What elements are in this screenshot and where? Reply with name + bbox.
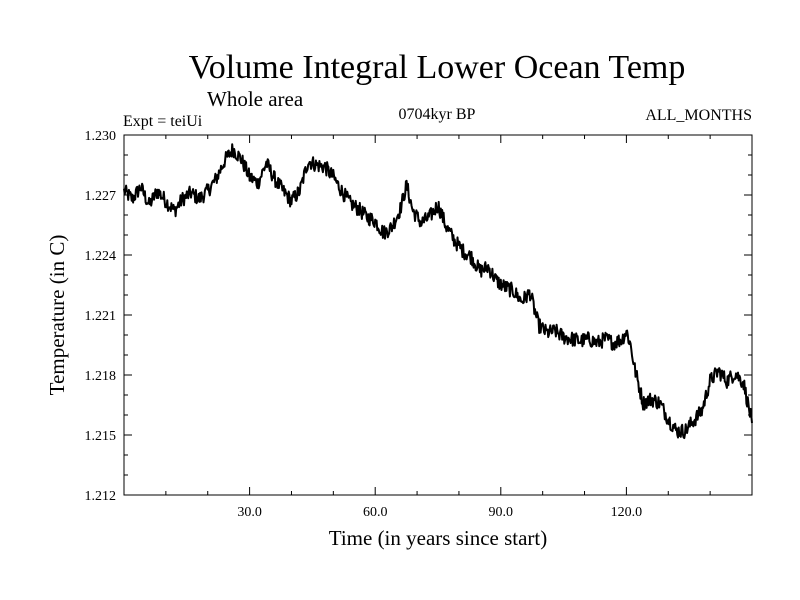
x-tick-label: 60.0 — [363, 505, 388, 520]
period-label: 0704kyr BP — [399, 106, 476, 123]
series-line — [123, 143, 753, 440]
y-tick-label: 1.227 — [85, 189, 117, 204]
chart-title: Volume Integral Lower Ocean Temp — [189, 49, 686, 86]
plot-frame — [123, 134, 753, 496]
x-tick-label: 30.0 — [237, 505, 262, 520]
y-tick-label: 1.221 — [85, 309, 117, 324]
y-tick-label: 1.212 — [85, 489, 117, 504]
y-tick-label: 1.218 — [85, 369, 117, 384]
y-tick-label: 1.230 — [85, 129, 117, 144]
y-tick-label: 1.224 — [85, 249, 117, 264]
y-axis-label: Temperature (in C) — [45, 235, 69, 396]
x-tick-label: 120.0 — [611, 505, 643, 520]
x-axis-label: Time (in years since start) — [329, 526, 548, 550]
axis-ticks — [124, 134, 752, 496]
y-tick-label: 1.215 — [85, 429, 117, 444]
experiment-label: Expt = teiUi — [123, 113, 203, 130]
x-tick-label: 90.0 — [489, 505, 514, 520]
tick-labels: 1.212 1.215 1.218 1.221 1.224 1.227 1.230 30.0 6… — [85, 129, 643, 520]
chart-subtitle: Whole area — [207, 87, 304, 111]
months-label: ALL_MONTHS — [645, 107, 752, 124]
